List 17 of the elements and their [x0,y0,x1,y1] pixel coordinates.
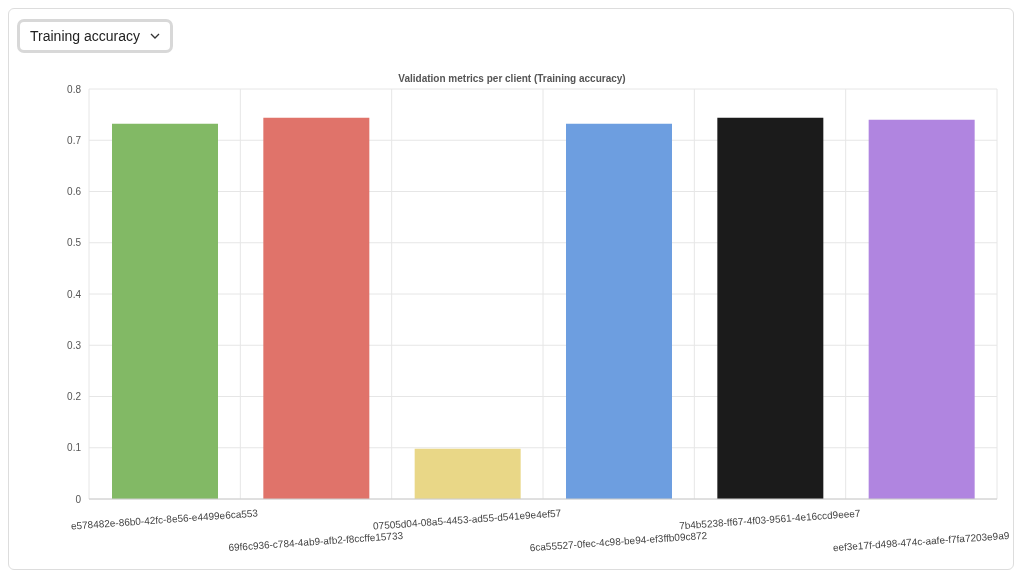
y-tick-label: 0.4 [67,288,82,300]
y-tick-label: 0.8 [67,83,82,95]
y-tick-label: 0.5 [67,237,82,249]
y-tick-label: 0.7 [67,134,82,146]
bar [112,123,218,499]
bar [263,117,370,499]
y-tick-label: 0.2 [67,391,82,403]
y-tick-label: 0 [75,493,82,505]
bar [868,119,975,499]
y-tick-label: 0.3 [67,339,82,351]
chart-title: Validation metrics per client (Training accuracy) [397,73,627,84]
bar [717,117,824,499]
text: Training accuracy [30,28,140,44]
y-tick-label: 0.1 [67,442,82,454]
bar [414,448,521,499]
y-tick-label: 0.6 [67,186,82,198]
bar [566,123,672,499]
